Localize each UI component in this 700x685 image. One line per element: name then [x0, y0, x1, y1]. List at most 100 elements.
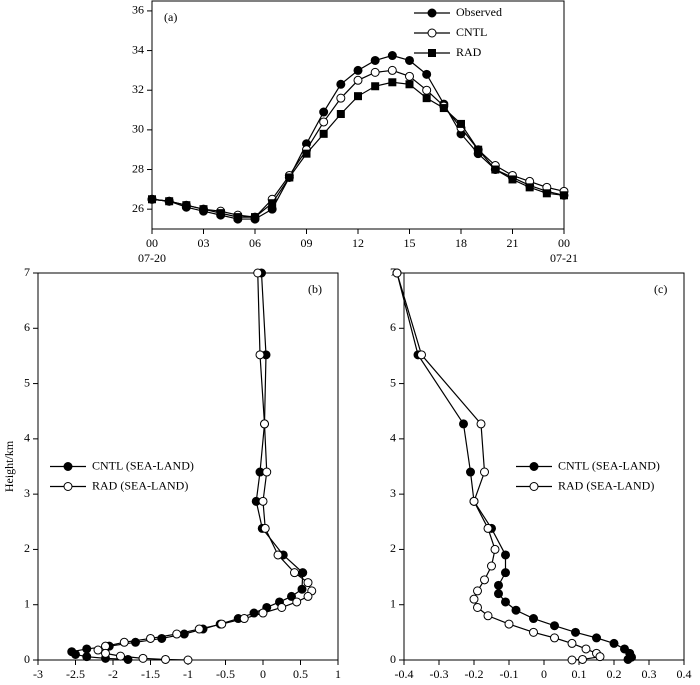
marker — [405, 71, 414, 81]
marker — [303, 578, 313, 588]
marker — [285, 173, 294, 182]
panel-label: (a) — [164, 10, 177, 24]
marker — [501, 550, 510, 560]
legend-label: RAD (SEA-LAND) — [92, 478, 188, 492]
marker — [392, 268, 402, 278]
marker — [387, 51, 397, 61]
marker — [239, 614, 249, 624]
legend-label: CNTL (SEA-LAND) — [92, 458, 194, 472]
y-tick-label: 5 — [24, 375, 30, 389]
marker — [494, 580, 503, 590]
marker — [82, 652, 92, 662]
y-tick-label: 5 — [390, 375, 396, 389]
y-tick-label: 4 — [24, 431, 30, 445]
marker — [258, 608, 268, 618]
marker — [405, 80, 414, 89]
marker — [578, 654, 587, 664]
marker — [277, 602, 287, 612]
marker — [567, 655, 577, 665]
marker — [82, 644, 92, 654]
marker — [131, 637, 140, 647]
marker — [508, 175, 517, 184]
marker — [255, 350, 265, 360]
marker — [336, 110, 345, 119]
marker — [336, 79, 346, 89]
y-tick-label: 6 — [24, 320, 30, 334]
marker — [119, 637, 129, 647]
series-line — [151, 81, 565, 218]
x-tick-label: 0 — [541, 667, 547, 681]
legend-marker — [427, 8, 437, 18]
x-tick-label: 18 — [455, 236, 467, 250]
marker — [480, 467, 489, 477]
marker — [319, 129, 328, 138]
legend-label: CNTL — [456, 25, 487, 39]
marker — [466, 467, 475, 477]
x-tick-label: 0.1 — [572, 667, 587, 681]
legend-label: RAD — [456, 45, 482, 59]
y-tick-label: 26 — [132, 201, 144, 215]
marker — [529, 614, 538, 624]
marker — [273, 550, 283, 560]
legend-label: RAD (SEA-LAND) — [558, 478, 654, 492]
marker — [511, 605, 521, 615]
marker — [290, 568, 299, 578]
y-tick-label: 34 — [132, 42, 144, 56]
marker — [405, 55, 414, 65]
marker — [480, 575, 489, 585]
marker — [592, 633, 601, 643]
marker — [501, 568, 510, 578]
legend-label: Observed — [456, 5, 502, 19]
x-tick-label: -0.2 — [465, 667, 484, 681]
legend-label: CNTL (SEA-LAND) — [558, 458, 660, 472]
series-line — [396, 272, 602, 661]
marker — [483, 611, 493, 621]
y-tick-label: 0 — [390, 652, 396, 666]
marker — [494, 589, 503, 599]
x-tick-label: -3 — [33, 667, 43, 681]
marker — [138, 653, 148, 663]
marker — [525, 183, 534, 192]
y-tick-label: 32 — [132, 82, 144, 96]
marker — [469, 496, 479, 506]
marker — [146, 633, 155, 643]
marker — [148, 195, 156, 204]
marker — [623, 654, 633, 664]
x-tick-label: -0.3 — [430, 667, 449, 681]
x-tick-label: 1 — [335, 667, 341, 681]
marker — [292, 597, 302, 607]
y-tick-label: 1 — [24, 596, 30, 610]
y-tick-label: 30 — [132, 122, 144, 136]
marker — [268, 199, 277, 208]
y-tick-label: 0 — [24, 652, 30, 666]
marker — [469, 594, 479, 604]
marker — [71, 649, 80, 659]
legend-marker — [529, 462, 539, 471]
marker — [262, 467, 272, 477]
legend-marker — [529, 482, 539, 491]
marker — [459, 419, 468, 429]
x-tick-label: 0.3 — [642, 667, 657, 681]
marker — [353, 75, 363, 85]
marker — [302, 149, 311, 158]
marker — [483, 523, 493, 533]
marker — [297, 584, 307, 594]
marker — [336, 93, 346, 103]
marker — [260, 419, 269, 429]
y-tick-label: 2 — [390, 541, 396, 555]
y-tick-label: 28 — [132, 161, 144, 175]
marker — [251, 213, 259, 222]
x-tick-label: -1 — [183, 667, 193, 681]
marker — [216, 209, 225, 218]
marker — [260, 523, 270, 533]
marker — [473, 602, 482, 612]
marker — [595, 652, 605, 662]
marker — [116, 651, 125, 661]
x-tick-label: 0 — [260, 667, 266, 681]
marker — [542, 189, 551, 198]
marker — [233, 213, 242, 222]
marker — [388, 78, 397, 87]
marker — [371, 82, 380, 91]
marker — [609, 638, 619, 648]
